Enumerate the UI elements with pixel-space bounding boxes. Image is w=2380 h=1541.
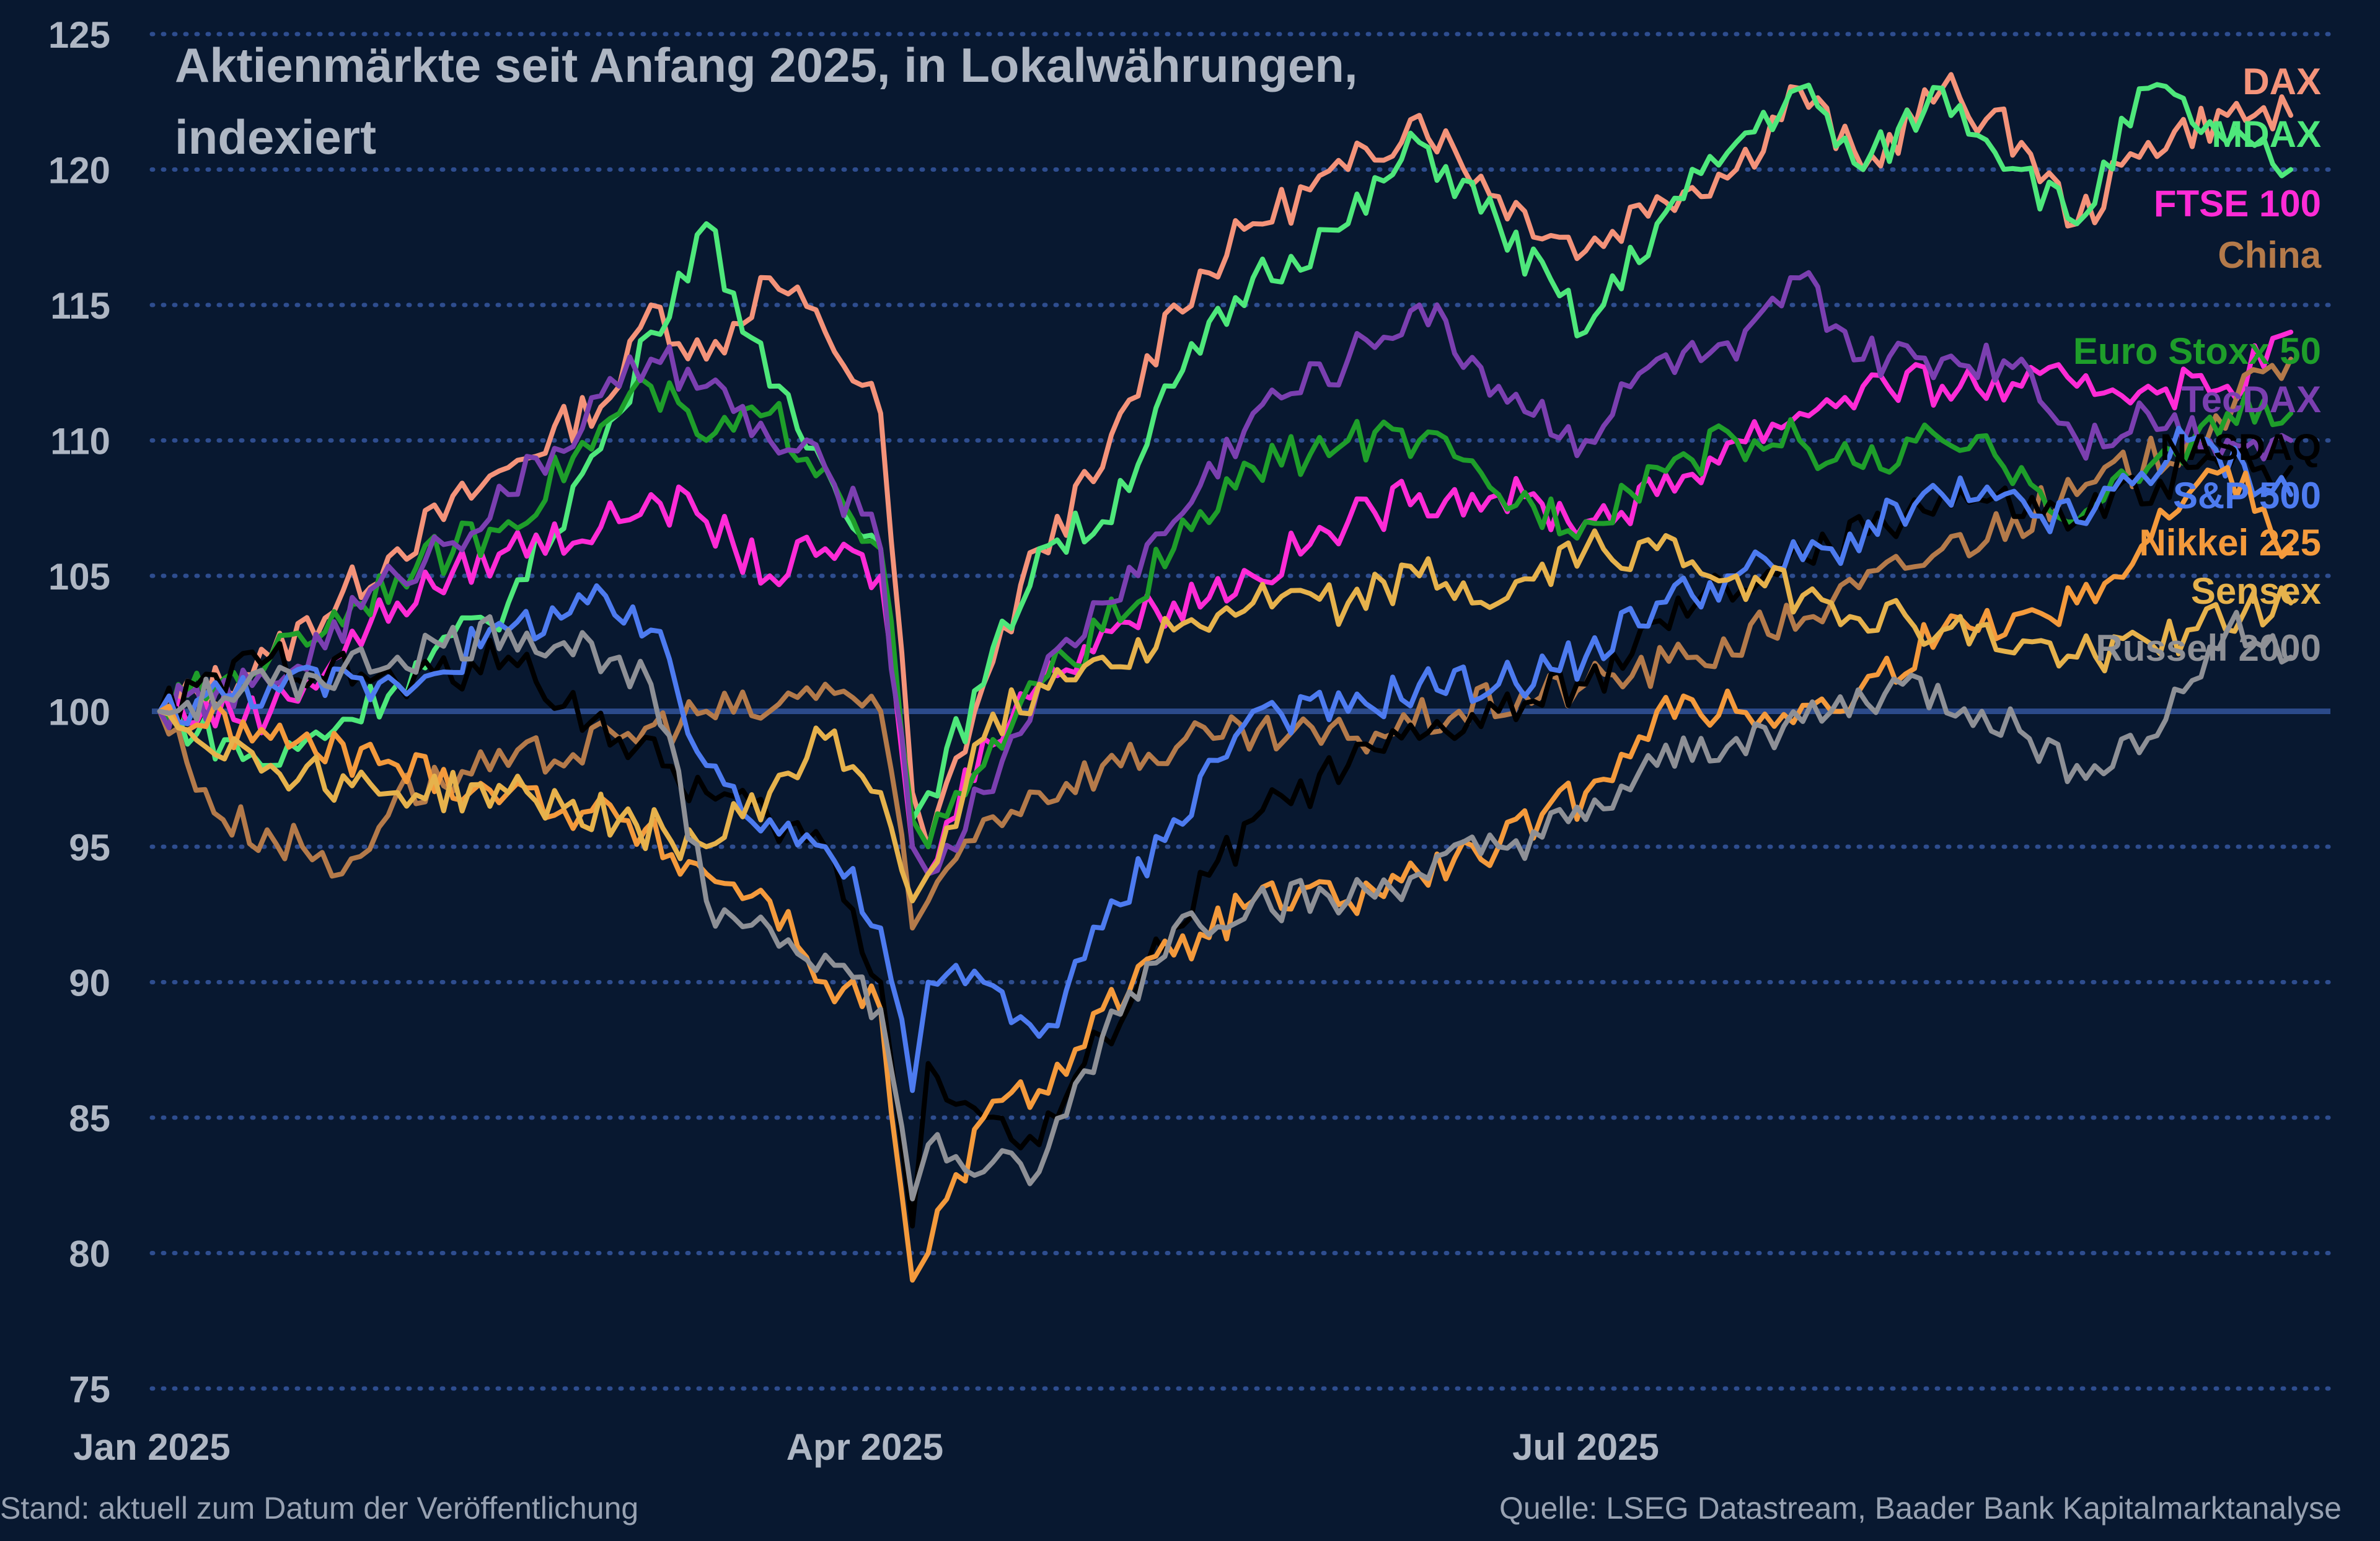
y-tick-label: 110 xyxy=(50,421,110,462)
x-axis-tick-labels: Jan 2025 Apr 2025 Jul 2025 xyxy=(73,1426,1659,1468)
y-tick-label: 95 xyxy=(69,827,110,868)
x-tick-label: Jul 2025 xyxy=(1512,1426,1659,1468)
legend-label-mdax: MDAX xyxy=(2211,113,2321,155)
series-line-ftse-100 xyxy=(157,329,2294,876)
y-tick-label: 90 xyxy=(69,963,110,1004)
y-axis-tick-labels: 75 80 85 90 95 100 105 110 115 120 125 xyxy=(48,14,110,1410)
legend: DAX MDAX FTSE 100 China Euro Stoxx 50 TecDAX N… xyxy=(2073,61,2322,669)
legend-label-ftse-100: FTSE 100 xyxy=(2154,183,2321,224)
chart-title-line-1: Aktienmärkte seit Anfang 2025, in Lokalw… xyxy=(175,38,1358,92)
y-tick-label: 80 xyxy=(69,1234,110,1275)
legend-label-euro-stoxx-50: Euro Stoxx 50 xyxy=(2073,330,2321,372)
y-tick-label: 115 xyxy=(50,285,110,327)
legend-label-russell-2000: Russell 2000 xyxy=(2096,627,2321,669)
series-line-mdax xyxy=(157,82,2294,823)
legend-label-china: China xyxy=(2218,234,2321,276)
series-line-s-p-500 xyxy=(157,425,2294,1093)
series-line-nikkei-225 xyxy=(157,465,2294,1283)
legend-label-nasdaq: NASDAQ xyxy=(2160,426,2321,468)
y-tick-label: 75 xyxy=(69,1369,110,1410)
series-line-nasdaq xyxy=(157,445,2294,1229)
y-tick-label: 120 xyxy=(48,150,110,192)
y-tick-label: 85 xyxy=(69,1098,110,1139)
x-tick-label: Jan 2025 xyxy=(73,1426,231,1468)
legend-label-sensex: Sensex xyxy=(2191,570,2321,612)
y-tick-label: 100 xyxy=(48,692,110,733)
y-tick-label: 105 xyxy=(48,556,110,598)
series-line-china xyxy=(157,356,2294,931)
series-lines xyxy=(157,72,2294,1283)
chart-title-line-2: indexiert xyxy=(175,110,376,164)
legend-label-s-p-500: S&P 500 xyxy=(2173,475,2321,516)
series-line-sensex xyxy=(157,528,2294,904)
series-line-russell-2000 xyxy=(157,609,2294,1202)
legend-label-dax: DAX xyxy=(2242,61,2321,102)
x-tick-label: Apr 2025 xyxy=(787,1426,943,1468)
legend-label-nikkei-225: Nikkei 225 xyxy=(2139,522,2321,563)
legend-label-tecdax: TecDAX xyxy=(2181,379,2321,420)
footer-right: Quelle: LSEG Datastream, Baader Bank Kap… xyxy=(1499,1491,2342,1526)
footer-left: Stand: aktuell zum Datum der Veröffentli… xyxy=(0,1491,638,1526)
series-line-euro-stoxx-50 xyxy=(157,376,2294,849)
series-line-tecdax xyxy=(157,270,2294,876)
y-tick-label: 125 xyxy=(48,14,110,56)
